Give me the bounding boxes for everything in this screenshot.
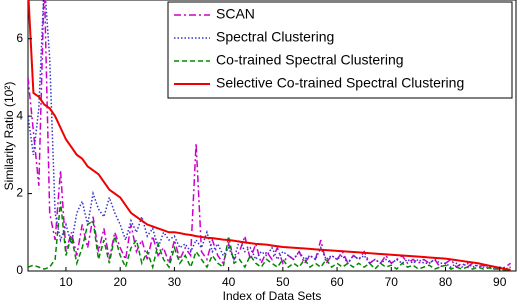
x-tick-label: 10	[59, 275, 73, 289]
series-line	[28, 201, 511, 271]
y-tick-label: 2	[16, 186, 23, 200]
series-line	[28, 0, 512, 270]
legend-label: Spectral Clustering	[216, 29, 334, 45]
x-axis-label: Index of Data Sets	[223, 289, 322, 303]
plot-area	[28, 0, 512, 271]
x-tick-label: 30	[168, 275, 182, 289]
y-tick-label: 6	[16, 31, 23, 45]
legend-label: SCAN	[216, 6, 255, 22]
y-tick-label: 0	[16, 263, 23, 277]
legend-box	[167, 1, 513, 99]
legend-label: Selective Co-trained Spectral Clustering	[216, 75, 464, 91]
x-tick-label: 70	[385, 275, 399, 289]
series-line	[28, 0, 511, 271]
legend-label: Co-trained Spectral Clustering	[216, 52, 404, 68]
y-tick-label: 4	[16, 108, 23, 122]
x-tick-label: 80	[439, 275, 453, 289]
x-tick-label: 90	[493, 275, 507, 289]
x-tick-label: 40	[222, 275, 236, 289]
x-tick-label: 50	[276, 275, 290, 289]
y-axis-label: Similarity Ratio (10²)	[2, 82, 16, 191]
x-tick-label: 20	[113, 275, 127, 289]
series-line	[28, 0, 511, 270]
x-tick-label: 60	[330, 275, 344, 289]
